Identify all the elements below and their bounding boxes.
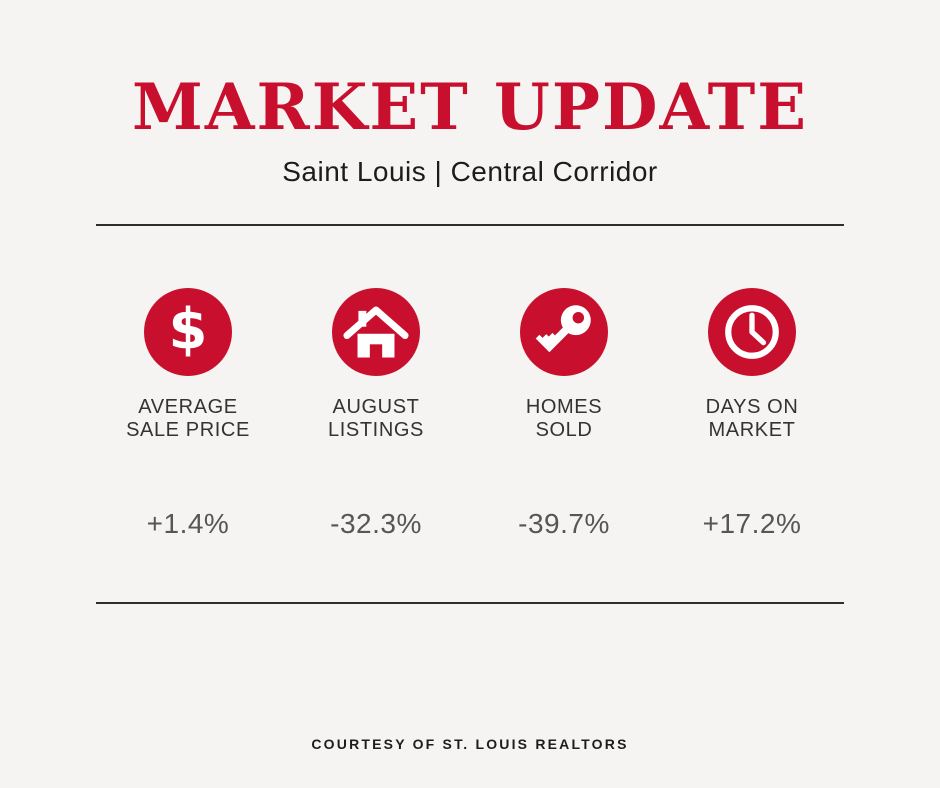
stat-label: HOMES SOLD (526, 396, 602, 442)
dollar-glyph: $ (168, 297, 208, 362)
stat-label-line2: MARKET (708, 419, 796, 441)
stat-label-line1: AUGUST (332, 396, 420, 418)
page-subtitle: Saint Louis | Central Corridor (282, 156, 658, 187)
stat-label-line1: AVERAGE (138, 396, 238, 418)
key-icon (520, 288, 608, 376)
bottom-divider (96, 602, 844, 604)
stat-value: -39.7% (518, 508, 610, 539)
stat-label-line1: DAYS ON (705, 396, 799, 418)
stat-august-listings: AUGUST LISTINGS -32.3% (282, 288, 470, 540)
stat-label-line1: HOMES (525, 396, 603, 418)
stat-label-line2: SOLD (535, 419, 593, 441)
stat-days-on-market: DAYS ON MARKET +17.2% (658, 288, 846, 540)
stat-average-sale-price: $ AVERAGE SALE PRICE +1.4% (94, 288, 282, 540)
stat-value: +1.4% (146, 508, 230, 539)
stat-label: AVERAGE SALE PRICE (126, 396, 250, 442)
stat-label: DAYS ON MARKET (706, 396, 799, 442)
stat-homes-sold: HOMES SOLD -39.7% (470, 288, 658, 540)
header: MARKET UPDATE Saint Louis | Central Corr… (132, 76, 808, 188)
stat-label: AUGUST LISTINGS (328, 396, 424, 442)
clock-icon (708, 288, 796, 376)
stat-label-line2: SALE PRICE (126, 419, 250, 441)
stat-label-line2: LISTINGS (328, 419, 424, 441)
house-icon (332, 288, 420, 376)
stat-value: -32.3% (330, 508, 422, 539)
stat-value: +17.2% (702, 508, 802, 539)
footer-credit: COURTESY OF ST. LOUIS REALTORS (311, 736, 629, 752)
dollar-icon: $ (144, 288, 232, 376)
stats-row: $ AVERAGE SALE PRICE +1.4% AUGUST LISTIN… (0, 288, 940, 540)
top-divider (96, 224, 844, 226)
page-title: MARKET UPDATE (132, 70, 808, 145)
